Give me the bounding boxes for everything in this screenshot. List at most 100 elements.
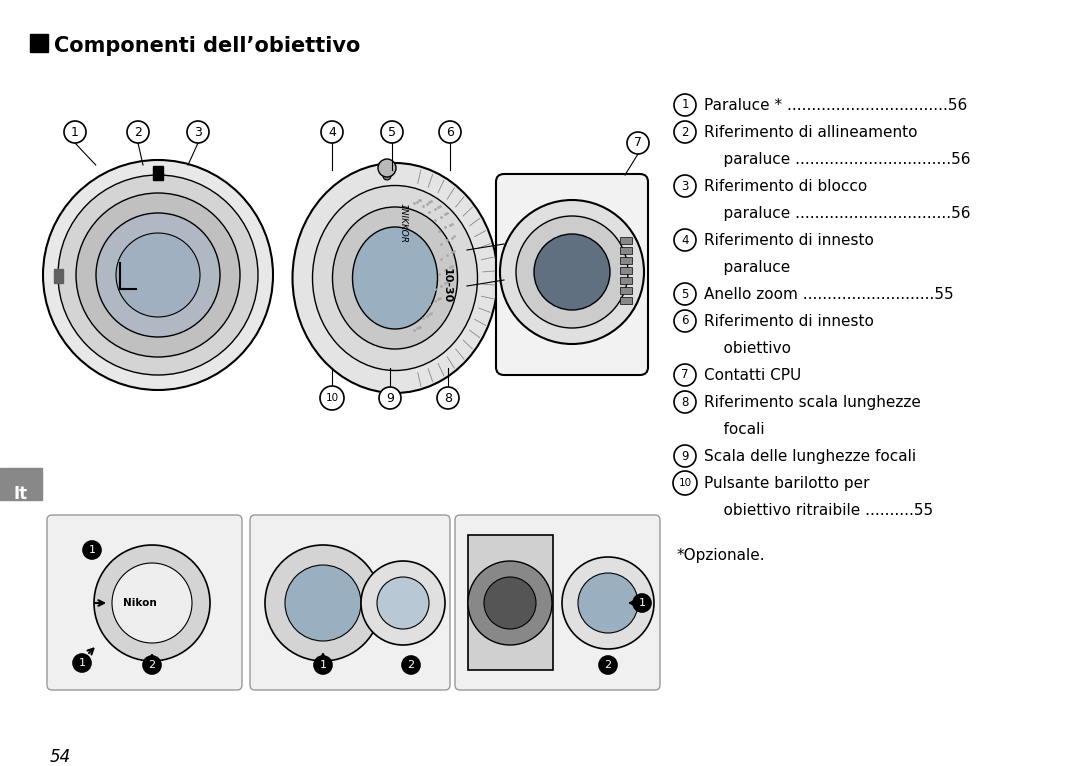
Text: obiettivo ritraibile ..........55: obiettivo ritraibile ..........55 (704, 503, 933, 518)
Circle shape (627, 132, 649, 154)
Text: paraluce ................................56: paraluce ...............................… (704, 206, 971, 221)
Text: 5: 5 (388, 126, 396, 139)
Circle shape (143, 656, 161, 674)
Circle shape (437, 387, 459, 409)
Circle shape (438, 121, 461, 143)
Circle shape (377, 577, 429, 629)
Ellipse shape (352, 227, 437, 329)
Text: 1: 1 (320, 660, 326, 670)
Circle shape (378, 159, 396, 177)
Text: 1: 1 (681, 99, 689, 112)
Text: 8: 8 (444, 391, 453, 404)
Text: 1NIKKOR: 1NIKKOR (399, 203, 407, 243)
Text: 3: 3 (194, 126, 202, 139)
Circle shape (402, 656, 420, 674)
Circle shape (383, 172, 391, 180)
Bar (468, 535, 553, 670)
Bar (54, 269, 63, 283)
Circle shape (674, 121, 696, 143)
Circle shape (58, 175, 258, 375)
Bar (620, 277, 632, 284)
Circle shape (516, 216, 627, 328)
Circle shape (116, 233, 200, 317)
Circle shape (381, 121, 403, 143)
Circle shape (94, 545, 210, 661)
Ellipse shape (293, 163, 498, 393)
Circle shape (112, 563, 192, 643)
Text: 3: 3 (681, 179, 689, 192)
Text: Contatti CPU: Contatti CPU (704, 368, 801, 383)
Text: 7: 7 (681, 368, 689, 381)
Circle shape (361, 561, 445, 645)
Circle shape (83, 541, 102, 559)
Text: 7: 7 (634, 136, 642, 149)
Text: 1: 1 (89, 545, 95, 555)
Text: Riferimento di blocco: Riferimento di blocco (704, 179, 867, 194)
Circle shape (96, 213, 220, 337)
Circle shape (321, 121, 343, 143)
Text: 2: 2 (605, 660, 611, 670)
Text: It: It (14, 485, 28, 503)
Text: 9: 9 (681, 450, 689, 463)
Text: focali: focali (704, 422, 765, 437)
Text: paraluce ................................56: paraluce ...............................… (704, 152, 971, 167)
Text: 4: 4 (328, 126, 336, 139)
Circle shape (674, 229, 696, 251)
Circle shape (64, 121, 86, 143)
Bar (153, 166, 163, 180)
Text: Anello zoom ...........................55: Anello zoom ...........................5… (704, 287, 954, 302)
Text: 6: 6 (681, 315, 689, 328)
Bar (620, 267, 632, 274)
Text: obiettivo: obiettivo (704, 341, 791, 356)
Text: Riferimento di allineamento: Riferimento di allineamento (704, 125, 918, 140)
Text: Nikon: Nikon (123, 598, 157, 608)
Text: 6: 6 (446, 126, 454, 139)
Circle shape (285, 565, 361, 641)
Ellipse shape (312, 185, 477, 371)
Text: 2: 2 (681, 126, 689, 139)
Circle shape (674, 310, 696, 332)
Text: 8: 8 (681, 395, 689, 408)
Bar (620, 237, 632, 244)
Text: Riferimento di innesto: Riferimento di innesto (704, 233, 874, 248)
Circle shape (314, 656, 332, 674)
Text: 1: 1 (71, 126, 79, 139)
Circle shape (468, 561, 552, 645)
Text: 2: 2 (134, 126, 141, 139)
Circle shape (187, 121, 210, 143)
Circle shape (76, 193, 240, 357)
Text: Scala delle lunghezze focali: Scala delle lunghezze focali (704, 449, 916, 464)
Circle shape (674, 94, 696, 116)
Text: 2: 2 (407, 660, 415, 670)
Text: 1: 1 (638, 598, 646, 608)
Text: 2: 2 (148, 660, 156, 670)
Bar (0, 468, 42, 500)
Text: 10: 10 (678, 478, 691, 488)
Circle shape (127, 121, 149, 143)
Circle shape (320, 386, 345, 410)
Circle shape (265, 545, 381, 661)
Bar (30, 34, 48, 52)
Text: 9: 9 (386, 391, 394, 404)
Text: 5: 5 (681, 287, 689, 300)
Circle shape (673, 471, 697, 495)
FancyBboxPatch shape (48, 515, 242, 690)
Text: 4: 4 (681, 234, 689, 247)
Circle shape (73, 654, 91, 672)
Circle shape (484, 577, 536, 629)
Text: 1: 1 (79, 658, 85, 668)
Text: 10: 10 (325, 393, 338, 403)
Circle shape (534, 234, 610, 310)
Text: Paraluce * .................................56: Paraluce * .............................… (704, 98, 968, 113)
Circle shape (674, 283, 696, 305)
Circle shape (674, 175, 696, 197)
Circle shape (562, 557, 654, 649)
Circle shape (674, 364, 696, 386)
Text: 10-30: 10-30 (442, 268, 453, 303)
Text: *Opzionale.: *Opzionale. (677, 548, 766, 563)
FancyBboxPatch shape (249, 515, 450, 690)
Text: 54: 54 (50, 748, 71, 766)
FancyBboxPatch shape (455, 515, 660, 690)
Bar (620, 247, 632, 254)
Circle shape (674, 391, 696, 413)
